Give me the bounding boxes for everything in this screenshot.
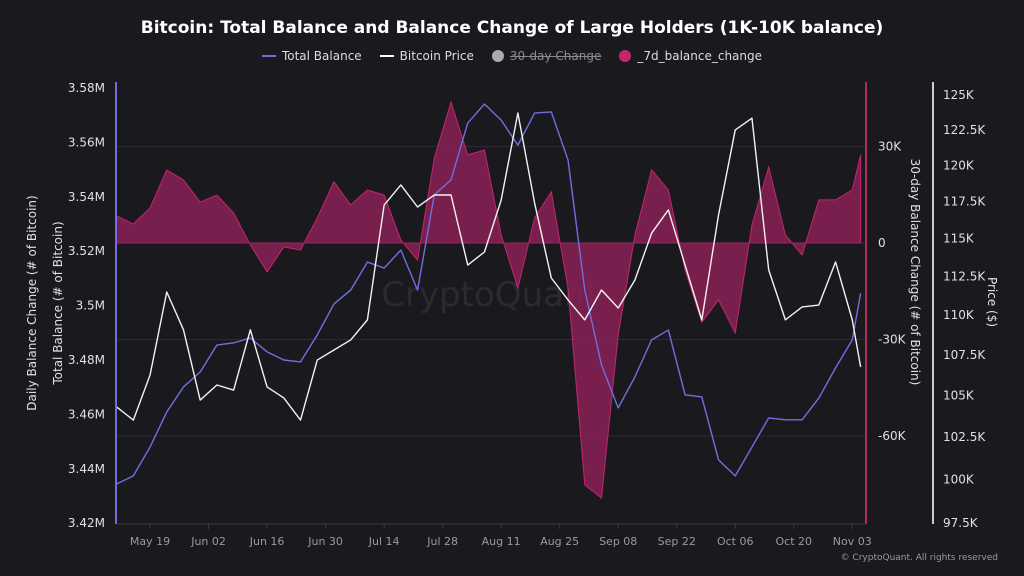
x-axis-tick-label: Jun 16 xyxy=(249,535,285,548)
legend-dot-icon xyxy=(491,50,504,62)
left-axis-tick-label: 3.46M xyxy=(68,407,105,421)
right-axis-tick-label: 105K xyxy=(943,388,975,402)
left-axis-tick-label: 3.42M xyxy=(68,516,105,530)
chart-title: Bitcoin: Total Balance and Balance Chang… xyxy=(140,18,884,38)
left-axis-tick-label: 3.5M xyxy=(76,299,105,313)
legend-line-icon xyxy=(261,55,276,57)
x-axis-tick-label: May 19 xyxy=(130,535,170,548)
right-axis-tick-label: 125K xyxy=(943,88,975,102)
right-axis-tick-label: 117.5K xyxy=(943,195,986,209)
right-axis-tick-label: 115K xyxy=(943,232,975,246)
copyright-footer: © CryptoQuant. All rights reserved xyxy=(840,553,998,563)
right-axis-tick-label: 122.5K xyxy=(943,123,986,137)
middle-axis-label: 30-day Balance Change (# of Bitcoin) xyxy=(908,159,922,386)
legend-label: _7d_balance_change xyxy=(637,49,763,63)
legend-label: Bitcoin Price xyxy=(399,49,474,63)
right-axis-tick-label: 112.5K xyxy=(943,269,986,283)
x-axis-tick-label: Nov 03 xyxy=(833,535,872,548)
legend-item-30-day-change[interactable]: 30-day Change xyxy=(491,49,602,63)
left-axis-tick-label: 3.52M xyxy=(68,244,105,258)
x-axis-tick-label: Jun 30 xyxy=(307,535,343,548)
legend-item-7d-balance-change[interactable]: _7d_balance_change xyxy=(619,49,762,63)
right-axis-tick-label: 100K xyxy=(943,472,975,486)
right-axis-tick-label: 102.5K xyxy=(943,430,986,444)
left-axis-tick-label: 3.44M xyxy=(68,462,105,476)
left-axis-tick-label: 3.58M xyxy=(68,81,105,95)
legend-line-icon xyxy=(379,55,394,57)
legend-label: Total Balance xyxy=(281,49,362,63)
middle-axis-tick-label: 0 xyxy=(878,236,886,250)
legend: Total Balance Bitcoin Price 30-day Chang… xyxy=(0,49,1024,63)
right-axis-tick-label: 107.5K xyxy=(943,348,986,362)
x-axis-tick-label: Oct 06 xyxy=(717,535,754,548)
right-axis-tick-label: 120K xyxy=(943,158,975,172)
middle-axis-tick-label: -30K xyxy=(878,332,907,346)
series-area-7d-balance-change xyxy=(116,100,862,500)
x-axis-tick-label: Aug 25 xyxy=(540,535,579,548)
series-line-total-balance xyxy=(116,103,862,485)
legend-item-total-balance[interactable]: Total Balance xyxy=(261,49,362,63)
x-axis-tick-label: Sep 22 xyxy=(658,535,696,548)
x-axis-tick-label: Oct 20 xyxy=(776,535,813,548)
right-axis-tick-label: 97.5K xyxy=(943,516,979,530)
left-axis-tick-label: 3.56M xyxy=(68,135,105,149)
watermark: CryptoQuant xyxy=(381,275,599,315)
middle-axis-tick-label: 30K xyxy=(878,140,902,154)
left-axis-tick-label: 3.48M xyxy=(68,353,105,367)
axis-ticks: 30K 0 -30K -60K 3.58M 3.56M 3.54M 3.52M 3.5M 3.48… xyxy=(68,81,986,548)
middle-axis-tick-label: -60K xyxy=(878,429,907,443)
x-axis-tick-label: Jul 28 xyxy=(426,535,458,548)
series-line-bitcoin-price xyxy=(116,112,862,421)
x-axis-tick-label: Jul 14 xyxy=(368,535,400,548)
left-axis-label-inner: Total Balance (# of Bitcoin) xyxy=(51,221,65,385)
right-axis-tick-label: 110K xyxy=(943,308,975,322)
legend-item-bitcoin-price[interactable]: Bitcoin Price xyxy=(379,49,474,63)
legend-dot-icon xyxy=(619,50,632,62)
legend-label: 30-day Change xyxy=(509,49,602,63)
left-axis-label-outer: Daily Balance Change (# of Bitcoin) xyxy=(25,195,39,410)
left-axis-tick-label: 3.54M xyxy=(68,190,105,204)
plot-area xyxy=(116,100,862,500)
x-axis-tick-label: Aug 11 xyxy=(482,535,521,548)
x-axis-tick-label: Sep 08 xyxy=(599,535,637,548)
x-axis-tick-label: Jun 02 xyxy=(190,535,226,548)
right-axis-label: Price ($) xyxy=(985,277,999,327)
